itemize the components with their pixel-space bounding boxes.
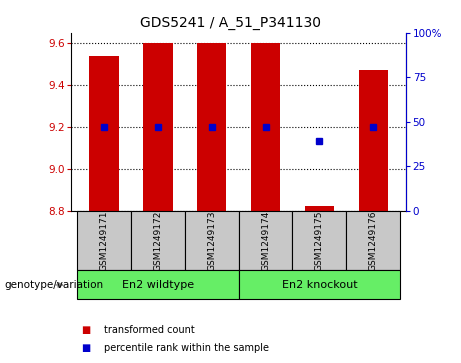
Text: ■: ■ xyxy=(81,325,90,335)
Text: GSM1249172: GSM1249172 xyxy=(153,210,162,271)
Bar xyxy=(305,206,334,211)
Bar xyxy=(292,211,346,270)
Text: GSM1249176: GSM1249176 xyxy=(369,210,378,271)
Bar xyxy=(359,70,388,211)
Bar xyxy=(185,211,239,270)
Bar xyxy=(89,56,118,211)
Bar xyxy=(239,270,400,299)
Bar xyxy=(251,43,280,211)
Bar xyxy=(77,270,239,299)
Bar xyxy=(197,43,226,211)
Bar xyxy=(346,211,400,270)
Bar xyxy=(143,43,172,211)
Text: transformed count: transformed count xyxy=(104,325,195,335)
Text: GSM1249171: GSM1249171 xyxy=(99,210,108,271)
Text: GDS5241 / A_51_P341130: GDS5241 / A_51_P341130 xyxy=(140,16,321,30)
Text: genotype/variation: genotype/variation xyxy=(5,280,104,290)
Text: ■: ■ xyxy=(81,343,90,354)
Text: En2 knockout: En2 knockout xyxy=(282,280,357,290)
Bar xyxy=(131,211,185,270)
Text: GSM1249175: GSM1249175 xyxy=(315,210,324,271)
Text: En2 wildtype: En2 wildtype xyxy=(122,280,194,290)
Text: GSM1249174: GSM1249174 xyxy=(261,210,270,271)
Bar xyxy=(239,211,292,270)
Text: GSM1249173: GSM1249173 xyxy=(207,210,216,271)
Text: percentile rank within the sample: percentile rank within the sample xyxy=(104,343,269,354)
Bar xyxy=(77,211,131,270)
